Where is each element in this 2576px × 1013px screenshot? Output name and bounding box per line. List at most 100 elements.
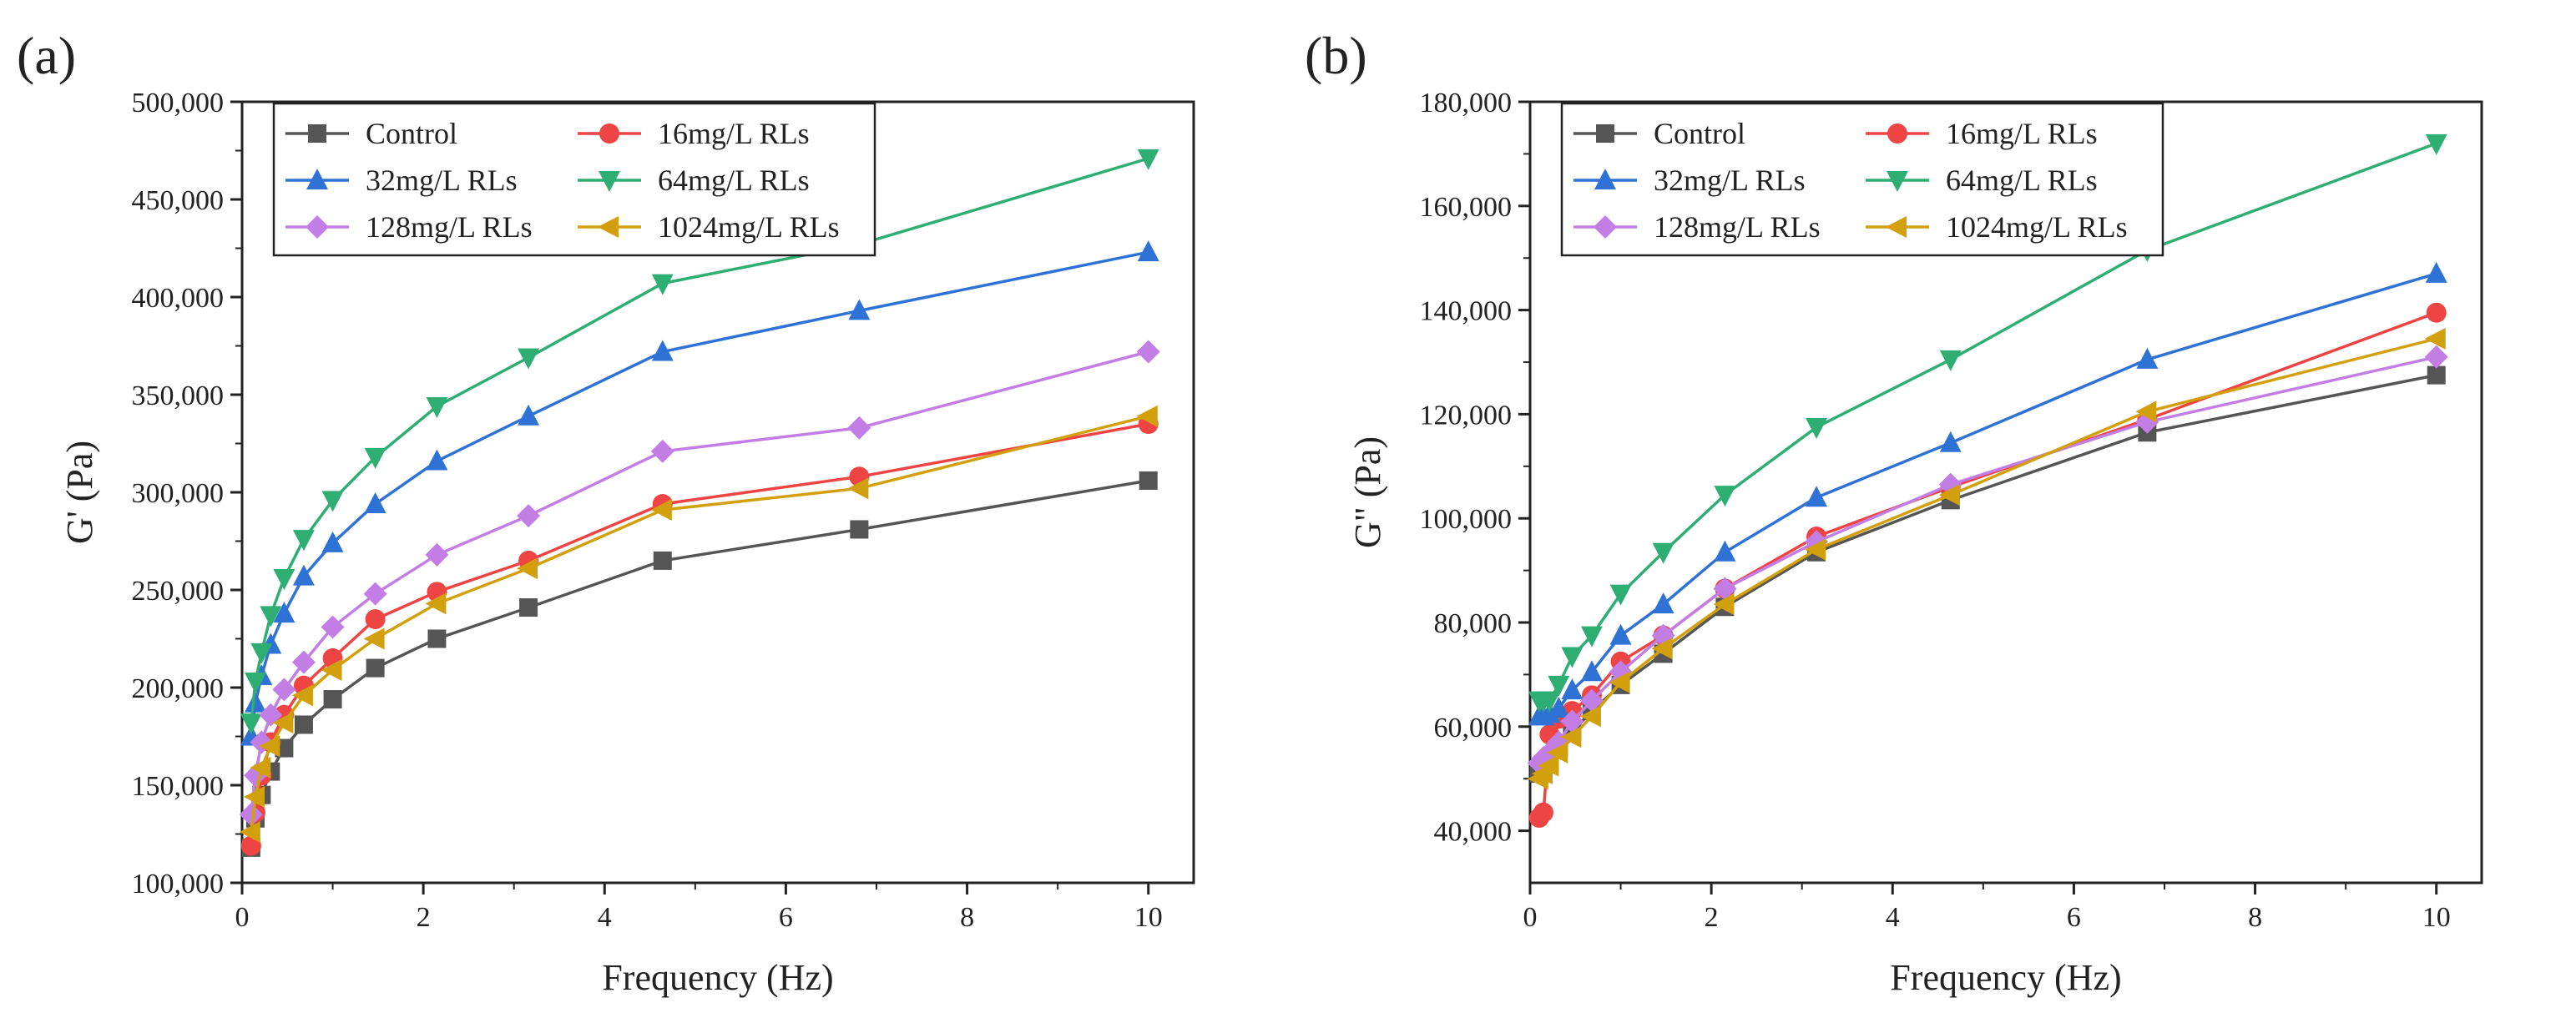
data-point-32mg-l-rls-a — [426, 449, 448, 471]
data-point-1024mg-l-rls-a — [291, 684, 313, 707]
x-tick-label-b: 4 — [1886, 902, 1900, 933]
data-point-32mg-l-rls-b — [1561, 678, 1583, 700]
chart-b-svg: (b) 40,000 60,000 80,000 100,000 120,000 140,0… — [1305, 26, 2483, 998]
data-point-64mg-l-rls-a — [273, 568, 295, 590]
series-line-1024mg-l-rls-a — [250, 415, 1149, 833]
chart-panel-b: (b) 40,000 60,000 80,000 100,000 120,000 140,0… — [1288, 0, 2576, 1013]
data-point-1024mg-l-rls-b — [2424, 327, 2446, 350]
data-point-128mg-l-rls-a — [363, 582, 387, 606]
series-64mg-l-rls-a — [240, 149, 1159, 735]
data-point-32mg-l-rls-a — [273, 602, 295, 623]
data-point-64mg-l-rls-b — [1548, 675, 1570, 697]
legend-label-128mg-l-rls-b: 128mg/L RLs — [1654, 210, 1821, 244]
data-point-128mg-l-rls-a — [272, 678, 296, 702]
series-line-control-a — [250, 479, 1149, 849]
data-point-16mg-l-rls-a — [365, 609, 386, 630]
data-point-32mg-l-rls-a — [651, 340, 674, 361]
x-tick-label-b: 2 — [1705, 902, 1719, 933]
data-point-1024mg-l-rls-b — [1560, 726, 1582, 748]
data-point-128mg-l-rls-b — [1579, 688, 1604, 713]
x-tick-label-a: 4 — [598, 902, 612, 933]
data-point-control-a — [850, 520, 869, 539]
data-point-128mg-l-rls-b — [2135, 410, 2159, 434]
y-tick-label-a: 300,000 — [132, 478, 225, 509]
x-tick-label-a: 0 — [235, 902, 250, 933]
data-point-128mg-l-rls-a — [847, 416, 871, 440]
y-tick-label-a: 150,000 — [132, 771, 225, 802]
data-point-64mg-l-rls-b — [2425, 134, 2447, 155]
data-point-32mg-l-rls-b — [1548, 696, 1570, 718]
data-point-1024mg-l-rls-a — [259, 735, 280, 758]
data-point-32mg-l-rls-b — [1939, 431, 1962, 452]
data-point-control-a — [519, 598, 538, 617]
y-tick-label-a: 400,000 — [132, 283, 225, 314]
data-point-64mg-l-rls-b — [1538, 691, 1561, 713]
legend-marker-32mg-l-rls-b — [1594, 169, 1616, 189]
series-line-16mg-l-rls-a — [250, 422, 1149, 846]
y-tick-label-b: 100,000 — [1420, 504, 1513, 535]
data-point-64mg-l-rls-a — [518, 348, 540, 370]
data-point-64mg-l-rls-a — [364, 447, 386, 469]
data-point-64mg-l-rls-a — [292, 530, 315, 552]
y-tick-label-b: 160,000 — [1420, 192, 1513, 223]
legend-marker-128mg-l-rls-b — [1594, 215, 1617, 239]
data-point-1024mg-l-rls-b — [2135, 401, 2157, 423]
data-point-1024mg-l-rls-a — [239, 821, 260, 844]
panel-label-a: (a) — [17, 26, 76, 85]
legend-label-128mg-l-rls-a: 128mg/L RLs — [366, 210, 533, 244]
data-point-32mg-l-rls-a — [848, 299, 871, 320]
data-point-64mg-l-rls-a — [651, 274, 674, 295]
series-line-128mg-l-rls-b — [1538, 355, 2437, 764]
x-tick-label-b: 6 — [2067, 902, 2081, 933]
x-axis-title-a: Frequency (Hz) — [602, 957, 833, 998]
data-point-1024mg-l-rls-a — [425, 592, 447, 615]
y-tick-label-b: 40,000 — [1434, 817, 1513, 848]
legend-label-32mg-l-rls-a: 32mg/L RLs — [366, 164, 518, 197]
data-point-1024mg-l-rls-a — [250, 756, 271, 779]
chart-a-svg: (a) 100,000 150,000 200,000 250,000 300,000 35… — [17, 26, 1195, 998]
data-point-control-a — [653, 551, 672, 570]
y-axis-title-a: G' (Pa) — [59, 441, 100, 544]
legend-label-32mg-l-rls-b: 32mg/L RLs — [1654, 164, 1806, 197]
data-point-1024mg-l-rls-b — [1547, 742, 1568, 764]
series-line-128mg-l-rls-a — [250, 350, 1149, 815]
y-tick-label-b: 60,000 — [1434, 713, 1513, 743]
x-axis-title-b: Frequency (Hz) — [1890, 957, 2121, 998]
data-point-64mg-l-rls-a — [260, 606, 282, 627]
data-point-32mg-l-rls-a — [518, 404, 540, 426]
data-point-1024mg-l-rls-a — [847, 477, 869, 500]
data-point-1024mg-l-rls-b — [1938, 484, 1960, 507]
series-128mg-l-rls-b — [1527, 345, 2448, 775]
series-16mg-l-rls-b — [1528, 302, 2447, 828]
data-point-128mg-l-rls-a — [650, 439, 674, 463]
series-32mg-l-rls-b — [1528, 261, 2447, 726]
y-tick-label-a: 350,000 — [132, 381, 225, 411]
y-tick-label-a: 200,000 — [132, 673, 225, 704]
y-tick-label-b: 140,000 — [1420, 296, 1513, 327]
legend-marker-64mg-l-rls-b — [1887, 171, 1908, 192]
data-point-32mg-l-rls-b — [2136, 347, 2159, 369]
legend-marker-control-a — [308, 124, 326, 143]
data-point-64mg-l-rls-b — [1561, 647, 1583, 668]
legend-marker-control-b — [1596, 124, 1614, 143]
data-point-64mg-l-rls-b — [1714, 486, 1736, 507]
legend-label-64mg-l-rls-a: 64mg/L RLs — [658, 164, 810, 197]
data-point-1024mg-l-rls-a — [321, 658, 342, 681]
series-1024mg-l-rls-b — [1527, 327, 2446, 790]
data-point-control-a — [323, 690, 342, 709]
y-tick-label-b: 120,000 — [1420, 400, 1513, 431]
y-tick-label-b: 80,000 — [1434, 608, 1513, 639]
chart-panel-a: (a) 100,000 150,000 200,000 250,000 300,000 35… — [17, 26, 1195, 998]
data-point-1024mg-l-rls-a — [272, 712, 294, 734]
data-point-64mg-l-rls-b — [1580, 626, 1603, 648]
data-point-32mg-l-rls-b — [1806, 486, 1828, 507]
data-point-64mg-l-rls-a — [250, 643, 273, 664]
data-point-1024mg-l-rls-b — [1609, 671, 1630, 693]
legend-label-16mg-l-rls-a: 16mg/L RLs — [658, 117, 810, 150]
x-tick-label-a: 2 — [417, 902, 431, 933]
data-point-128mg-l-rls-b — [1560, 709, 1584, 733]
data-point-32mg-l-rls-a — [1137, 240, 1159, 262]
data-point-control-a — [294, 715, 313, 734]
data-point-64mg-l-rls-a — [426, 397, 448, 419]
y-tick-label-a: 100,000 — [132, 869, 225, 900]
